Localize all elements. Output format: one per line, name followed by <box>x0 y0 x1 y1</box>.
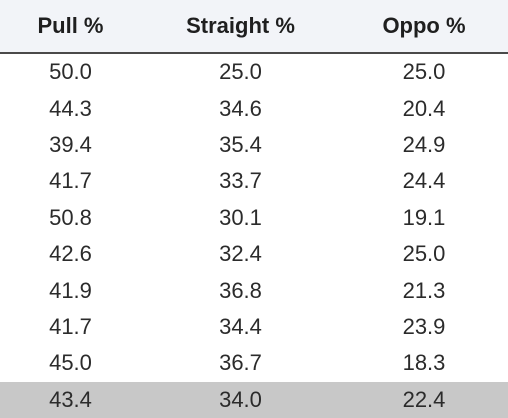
cell-pull: 45.0 <box>49 350 92 376</box>
cell-straight: 34.0 <box>219 386 262 412</box>
cell-oppo: 20.4 <box>402 95 446 121</box>
cell-oppo: 22.4 <box>402 386 446 412</box>
cell-straight: 30.1 <box>219 204 262 230</box>
cell-oppo: 25.0 <box>402 241 446 267</box>
cell-pull: 39.4 <box>49 131 92 157</box>
column-header-oppo: Oppo % <box>382 13 466 38</box>
cell-pull: 41.7 <box>49 168 92 194</box>
table-body: 50.0 25.0 25.0 44.3 34.6 20.4 39.4 35.4 … <box>0 54 508 418</box>
cell-oppo: 24.9 <box>402 131 446 157</box>
cell-oppo: 25.0 <box>402 59 446 85</box>
cell-pull: 44.3 <box>49 95 92 121</box>
cell-pull: 41.7 <box>49 313 92 339</box>
cell-oppo: 24.4 <box>402 168 446 194</box>
cell-oppo: 23.9 <box>402 313 446 339</box>
table-row: 50.0 25.0 25.0 <box>0 54 508 90</box>
table-header: Pull % Straight % Oppo % <box>0 0 508 54</box>
table-row: 44.3 34.6 20.4 <box>0 90 508 126</box>
cell-straight: 35.4 <box>219 131 262 157</box>
cell-pull: 50.8 <box>49 204 92 230</box>
table-row: 41.9 36.8 21.3 <box>0 272 508 308</box>
table-row: 39.4 35.4 24.9 <box>0 127 508 163</box>
cell-straight: 34.4 <box>219 313 262 339</box>
cell-straight: 34.6 <box>219 95 262 121</box>
cell-straight: 32.4 <box>219 241 262 267</box>
cell-pull: 43.4 <box>49 386 92 412</box>
table-row-highlighted: 43.4 34.0 22.4 <box>0 381 508 418</box>
cell-oppo: 21.3 <box>402 277 446 303</box>
cell-straight: 33.7 <box>219 168 262 194</box>
table-row: 50.8 30.1 19.1 <box>0 200 508 236</box>
cell-straight: 25.0 <box>219 59 262 85</box>
column-header-pull: Pull % <box>37 13 104 38</box>
cell-oppo: 18.3 <box>402 350 446 376</box>
cell-straight: 36.7 <box>219 350 262 376</box>
table-row: 41.7 33.7 24.4 <box>0 163 508 199</box>
cell-oppo: 19.1 <box>402 204 446 230</box>
cell-pull: 41.9 <box>49 277 92 303</box>
table-row: 45.0 36.7 18.3 <box>0 345 508 381</box>
table-row: 41.7 34.4 23.9 <box>0 309 508 345</box>
column-header-straight: Straight % <box>186 13 295 38</box>
table-row: 42.6 32.4 25.0 <box>0 236 508 272</box>
cell-pull: 42.6 <box>49 241 92 267</box>
cell-pull: 50.0 <box>49 59 92 85</box>
cell-straight: 36.8 <box>219 277 262 303</box>
